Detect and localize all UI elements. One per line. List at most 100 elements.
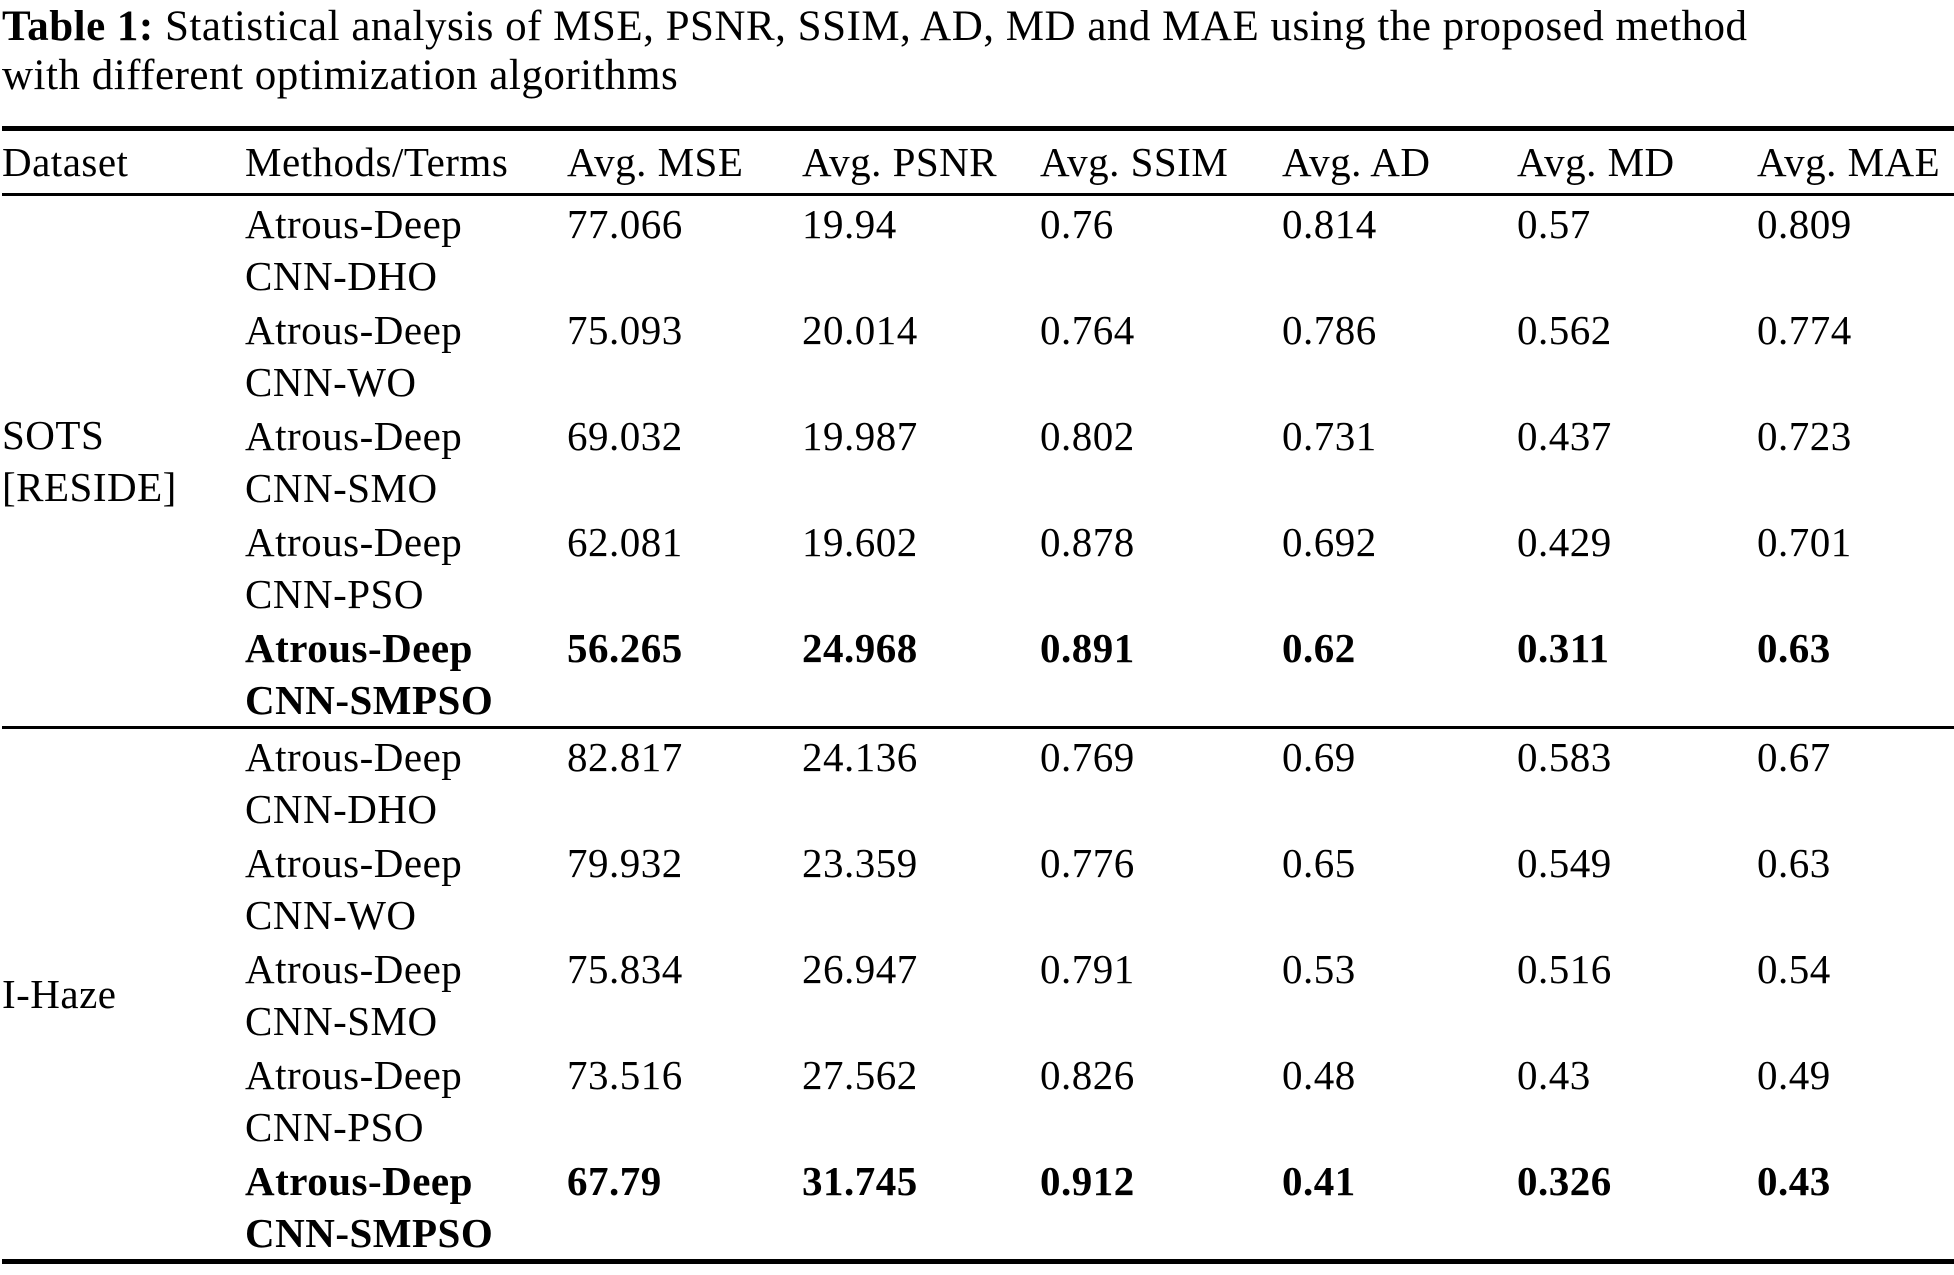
metric-value-psnr: 19.987 (802, 413, 918, 459)
metric-value-ssim: 0.764 (1040, 307, 1135, 353)
method-name: Atrous-Deep CNN-SMO (245, 946, 463, 1044)
metric-value-psnr: 23.359 (802, 840, 918, 886)
metric-value-md: 0.311 (1517, 625, 1610, 671)
table-row-highlight: Atrous-Deep CNN-SMPSO 67.79 31.745 0.912… (2, 1153, 1954, 1262)
table-caption: Table 1: Statistical analysis of MSE, PS… (2, 2, 1954, 100)
metric-value-ssim: 0.891 (1040, 625, 1135, 671)
metric-value-ad: 0.814 (1282, 201, 1377, 247)
metric-value-mse: 79.932 (567, 840, 683, 886)
metric-value-mae: 0.49 (1757, 1052, 1831, 1098)
metric-value-ssim: 0.791 (1040, 946, 1135, 992)
header-avg-psnr: Avg. PSNR (802, 139, 998, 185)
metric-value-ssim: 0.912 (1040, 1158, 1135, 1204)
metric-value-mse: 67.79 (567, 1158, 662, 1204)
metric-value-mae: 0.63 (1757, 625, 1831, 671)
metric-value-ssim: 0.76 (1040, 201, 1114, 247)
metric-value-md: 0.516 (1517, 946, 1612, 992)
metric-value-md: 0.326 (1517, 1158, 1612, 1204)
metric-value-md: 0.437 (1517, 413, 1612, 459)
table-row: Atrous-Deep CNN-SMO 69.032 19.987 0.802 … (2, 408, 1954, 514)
metric-value-psnr: 27.562 (802, 1052, 918, 1098)
metric-value-md: 0.57 (1517, 201, 1591, 247)
method-name: Atrous-Deep CNN-WO (245, 307, 463, 405)
metric-value-mae: 0.774 (1757, 307, 1852, 353)
header-row: Dataset Methods/Terms Avg. MSE Avg. PSNR… (2, 129, 1954, 195)
table-row: Atrous-Deep CNN-WO 79.932 23.359 0.776 0… (2, 835, 1954, 941)
header-avg-ssim: Avg. SSIM (1040, 139, 1229, 185)
metric-value-ad: 0.65 (1282, 840, 1356, 886)
metric-value-ad: 0.48 (1282, 1052, 1356, 1098)
metric-value-mae: 0.809 (1757, 201, 1852, 247)
metric-value-psnr: 26.947 (802, 946, 918, 992)
metric-value-mse: 62.081 (567, 519, 683, 565)
dataset-label-line: I-Haze (2, 971, 117, 1017)
metric-value-ssim: 0.826 (1040, 1052, 1135, 1098)
header-methods-terms: Methods/Terms (245, 139, 509, 185)
metric-value-ad: 0.53 (1282, 946, 1356, 992)
metric-value-ad: 0.692 (1282, 519, 1377, 565)
metric-value-md: 0.562 (1517, 307, 1612, 353)
method-name: Atrous-Deep CNN-SMO (245, 413, 463, 511)
dataset-label-line: SOTS (2, 412, 105, 458)
metric-value-ssim: 0.776 (1040, 840, 1135, 886)
metric-value-mse: 77.066 (567, 201, 683, 247)
method-name: Atrous-Deep CNN-DHO (245, 726, 567, 835)
metric-value-mse: 69.032 (567, 413, 683, 459)
method-name: Atrous-Deep CNN-SMPSO (245, 625, 494, 723)
metric-value-psnr: 20.014 (802, 307, 918, 353)
metric-value-psnr: 19.602 (802, 519, 918, 565)
metric-value-psnr: 31.745 (802, 1158, 918, 1204)
metric-value-mae: 0.63 (1757, 840, 1831, 886)
metric-value-ad: 0.41 (1282, 1158, 1356, 1204)
table-caption-text-line1: Statistical analysis of MSE, PSNR, SSIM,… (165, 3, 1748, 50)
header-avg-mae: Avg. MAE (1757, 139, 1941, 185)
metric-value-md: 0.583 (1517, 726, 1757, 835)
table-row: Atrous-Deep CNN-SMO 75.834 26.947 0.791 … (2, 941, 1954, 1047)
table-caption-label: Table 1: (2, 3, 154, 50)
dataset-label-line: [RESIDE] (2, 464, 177, 510)
dataset-label-sots: SOTS [RESIDE] (2, 195, 245, 728)
metric-value-mse: 75.834 (567, 946, 683, 992)
header-avg-ad: Avg. AD (1282, 139, 1431, 185)
metric-value-md: 0.43 (1517, 1052, 1591, 1098)
metric-value-mae: 0.43 (1757, 1158, 1831, 1204)
metric-value-psnr: 24.136 (802, 726, 1040, 835)
metric-value-mae: 0.67 (1757, 726, 1954, 835)
method-name: Atrous-Deep CNN-DHO (245, 201, 463, 299)
metric-value-ad: 0.69 (1282, 726, 1517, 835)
metric-value-mse: 73.516 (567, 1052, 683, 1098)
metric-value-ssim: 0.878 (1040, 519, 1135, 565)
metric-value-ad: 0.786 (1282, 307, 1377, 353)
metric-value-ssim: 0.769 (1040, 726, 1282, 835)
table-row: Atrous-Deep CNN-PSO 73.516 27.562 0.826 … (2, 1047, 1954, 1153)
header-avg-md: Avg. MD (1517, 139, 1675, 185)
method-name: Atrous-Deep CNN-WO (245, 840, 463, 938)
metric-value-md: 0.549 (1517, 840, 1612, 886)
metric-value-mse: 56.265 (567, 625, 683, 671)
method-name: Atrous-Deep CNN-PSO (245, 1052, 463, 1150)
method-name: Atrous-Deep CNN-PSO (245, 519, 463, 617)
table-row: Atrous-Deep CNN-PSO 62.081 19.602 0.878 … (2, 514, 1954, 620)
table-row: I-Haze Atrous-Deep CNN-DHO 82.817 24.136… (2, 726, 1954, 1262)
metric-value-psnr: 24.968 (802, 625, 918, 671)
metric-value-md: 0.429 (1517, 519, 1612, 565)
results-table: Dataset Methods/Terms Avg. MSE Avg. PSNR… (2, 126, 1954, 1264)
metric-value-mae: 0.701 (1757, 519, 1852, 565)
metric-value-ad: 0.62 (1282, 625, 1356, 671)
dataset-label-ihaze: I-Haze (2, 726, 245, 1262)
header-dataset: Dataset (2, 139, 129, 185)
metric-value-mse: 82.817 (567, 726, 802, 835)
metric-value-mae: 0.723 (1757, 413, 1852, 459)
metric-value-mse: 75.093 (567, 307, 683, 353)
table-row: Atrous-Deep CNN-WO 75.093 20.014 0.764 0… (2, 302, 1954, 408)
header-avg-mse: Avg. MSE (567, 139, 744, 185)
table-row: SOTS [RESIDE] Atrous-Deep CNN-DHO 77.066… (2, 195, 1954, 510)
table-row-highlight: Atrous-Deep CNN-SMPSO 56.265 24.968 0.89… (2, 620, 1954, 728)
table-caption-text-line2: with different optimization algorithms (2, 52, 679, 99)
method-name: Atrous-Deep CNN-SMPSO (245, 1158, 494, 1256)
metric-value-ssim: 0.802 (1040, 413, 1135, 459)
metric-value-psnr: 19.94 (802, 201, 897, 247)
metric-value-ad: 0.731 (1282, 413, 1377, 459)
metric-value-mae: 0.54 (1757, 946, 1831, 992)
